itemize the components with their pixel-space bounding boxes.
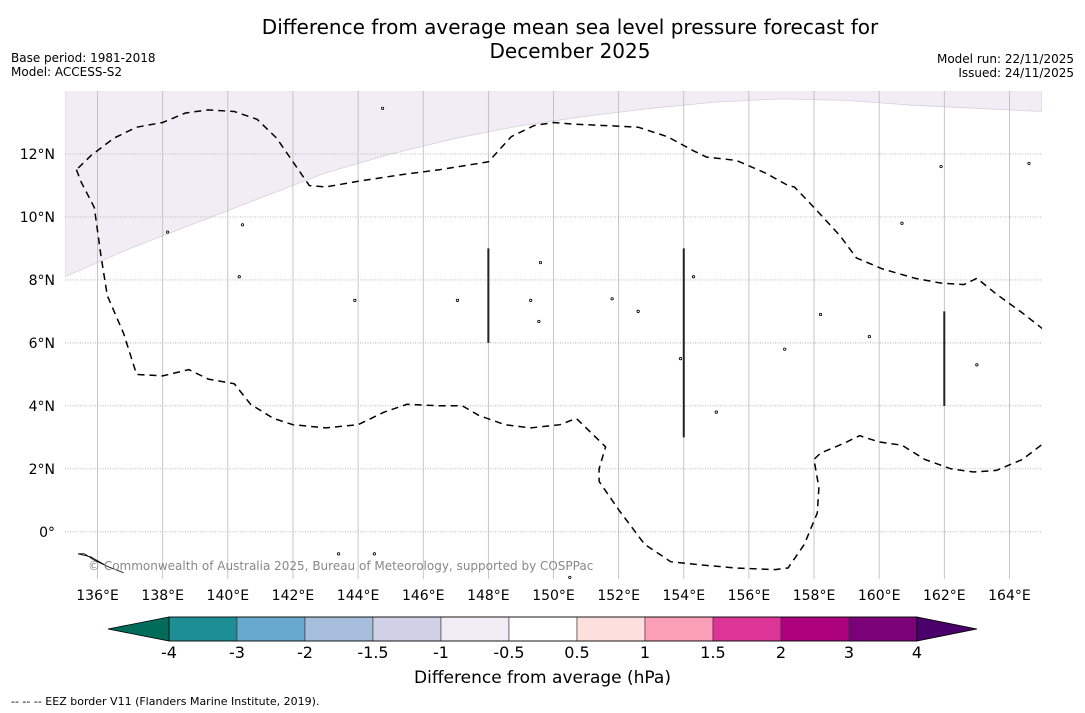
longitude-tick-label: 146°E <box>402 588 445 604</box>
island-marker <box>568 575 572 579</box>
island-marker <box>353 298 357 302</box>
island-marker <box>1027 161 1031 166</box>
island-marker <box>537 319 541 324</box>
latitude-tick-label: 2°N <box>29 462 55 478</box>
colorbar-tick-label: 4 <box>912 643 922 662</box>
longitude-tick-label: 140°E <box>207 588 250 604</box>
colorbar-segment <box>304 616 374 642</box>
colorbar-segment <box>440 616 510 642</box>
colorbar-under-arrow <box>107 616 170 642</box>
meta-left: Base period: 1981-2018 Model: ACCESS-S2 <box>11 51 156 79</box>
longitude-tick-label: 162°E <box>923 588 966 604</box>
longitude-tick-label: 164°E <box>988 588 1031 604</box>
island-marker <box>610 297 614 301</box>
title-line-1: Difference from average mean sea level p… <box>261 15 879 39</box>
copyright-text: © Commonwealth of Australia 2025, Bureau… <box>88 559 593 573</box>
issued-label: Issued: 24/11/2025 <box>958 66 1074 80</box>
colorbar-title: Difference from average (hPa) <box>414 668 671 688</box>
latitude-tick-label: 0° <box>39 525 55 541</box>
longitude-tick-label: 158°E <box>793 588 836 604</box>
colorbar-segment <box>576 616 646 642</box>
model-label: Model: ACCESS-S2 <box>11 65 123 79</box>
colorbar-tick-label: -1.5 <box>357 643 388 662</box>
latitude-tick-label: 8°N <box>29 273 55 289</box>
title-line-2: December 2025 <box>489 39 651 63</box>
longitude-tick-label: 150°E <box>532 588 575 604</box>
colorbar-tick-label: -3 <box>229 643 245 662</box>
colorbar-segment <box>712 616 782 642</box>
chart-title: Difference from average mean sea level p… <box>0 15 1085 63</box>
island-marker <box>783 347 787 351</box>
longitude-tick-label: 144°E <box>337 588 380 604</box>
longitude-tick-label: 152°E <box>597 588 640 604</box>
colorbar-segment <box>168 616 238 642</box>
longitude-tick-label: 138°E <box>141 588 184 604</box>
latitude-tick-label: 10°N <box>20 210 55 226</box>
island-marker <box>818 312 823 317</box>
longitude-tick-label: 154°E <box>662 588 705 604</box>
island-marker <box>237 275 241 279</box>
colorbar-segment <box>644 616 714 642</box>
base-period-label: Base period: 1981-2018 <box>11 51 156 65</box>
islands <box>165 106 1031 579</box>
longitude-tick-label: 160°E <box>858 588 901 604</box>
island-marker <box>455 298 460 302</box>
island-marker <box>939 164 943 169</box>
colorbar-segment <box>508 616 578 642</box>
island-marker <box>975 363 979 367</box>
island-marker <box>529 298 533 302</box>
longitude-labels: 136°E 138°E 140°E 142°E 144°E 146°E 148°E 150°E… <box>76 588 1030 604</box>
latitude-labels: 0° 2°N 4°N 6°N 8°N 10°N 12°N <box>20 147 55 541</box>
colorbar-segment <box>848 616 918 642</box>
longitude-tick-label: 136°E <box>76 588 119 604</box>
colorbar-tick-label: 2 <box>776 643 786 662</box>
colorbar-segment <box>780 616 850 642</box>
colorbar-frame <box>168 616 918 642</box>
island-marker <box>336 552 341 556</box>
model-run-label: Model run: 22/11/2025 <box>936 52 1074 66</box>
shaded-anomaly-region <box>65 91 1042 278</box>
island-marker <box>867 334 871 339</box>
latitude-tick-label: 12°N <box>20 147 55 163</box>
island-marker <box>636 309 640 313</box>
colorbar-tick-label: -2 <box>297 643 313 662</box>
latitude-tick-label: 4°N <box>29 399 55 415</box>
longitude-tick-label: 142°E <box>272 588 315 604</box>
island-marker <box>240 223 245 227</box>
latitude-tick-label: 6°N <box>29 336 55 352</box>
island-marker <box>380 106 385 110</box>
section-lines <box>487 248 946 438</box>
island-marker <box>900 221 904 225</box>
colorbar-tick-label: 1 <box>640 643 650 662</box>
colorbar-tick-label: 1.5 <box>700 643 725 662</box>
island-marker <box>538 260 543 265</box>
longitude-tick-label: 156°E <box>728 588 771 604</box>
island-marker <box>678 357 683 361</box>
longitude-tick-label: 148°E <box>467 588 510 604</box>
colorbar-segment <box>372 616 442 642</box>
colorbar-tick-label: 3 <box>844 643 854 662</box>
land-outline <box>77 553 124 574</box>
colorbar-tick-label: -4 <box>161 643 177 662</box>
island-marker <box>165 230 170 234</box>
island-marker <box>372 552 376 556</box>
colorbar-tick-label: 0.5 <box>564 643 589 662</box>
colorbar-tick-label: -0.5 <box>493 643 524 662</box>
footnote: -- -- -- EEZ border V11 (Flanders Marine… <box>11 695 320 708</box>
colorbar-segment <box>236 616 306 642</box>
colorbar-tick-label: -1 <box>433 643 449 662</box>
meta-right: Model run: 22/11/2025 Issued: 24/11/2025 <box>937 52 1074 80</box>
eez-border <box>75 109 1042 571</box>
island-marker <box>691 275 696 279</box>
colorbar-over-arrow <box>916 616 978 642</box>
island-marker <box>714 410 718 414</box>
